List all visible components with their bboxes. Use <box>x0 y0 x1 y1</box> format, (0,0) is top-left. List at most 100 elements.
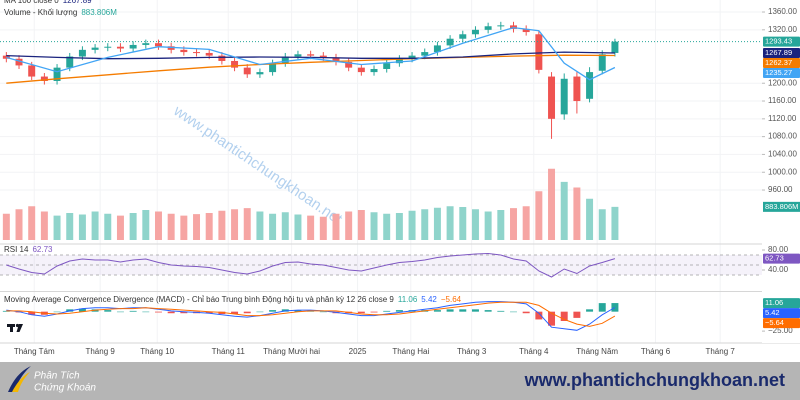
volume-bar <box>243 208 251 240</box>
volume-bar <box>28 206 36 240</box>
macd-histogram-bar <box>598 303 606 312</box>
candle-body <box>522 28 530 33</box>
macd-histogram-bar <box>383 310 391 312</box>
candle-body <box>281 56 289 64</box>
volume-bar <box>256 211 264 240</box>
x-tick-label: Tháng 10 <box>140 347 174 356</box>
volume-bar <box>205 213 213 240</box>
candle-body <box>15 58 23 66</box>
candle-body <box>560 78 568 115</box>
macd-histogram-bar <box>269 310 277 312</box>
candle-body <box>395 58 403 64</box>
candle-body <box>535 34 543 70</box>
indicator-header: MA 100 close 0 <box>4 0 59 5</box>
volume-bar <box>15 209 23 240</box>
macd-histogram-bar <box>484 310 492 312</box>
price-badge-label: 11.06 <box>765 298 783 307</box>
moving-average <box>6 26 616 81</box>
rsi-line <box>6 252 616 278</box>
price-badge <box>763 36 800 47</box>
indicator-header: Volume - Khối lượng <box>4 8 77 17</box>
x-tick-label: Tháng 6 <box>641 347 671 356</box>
macd-histogram-bar <box>370 311 378 313</box>
x-tick-label: Tháng 4 <box>519 347 549 356</box>
candle-body <box>91 47 99 50</box>
volume-bar <box>548 168 556 240</box>
volume-bar <box>78 214 86 240</box>
candle-body <box>193 52 201 54</box>
volume-bar <box>269 213 277 240</box>
volume-bar <box>218 210 226 240</box>
candle-body <box>256 72 264 75</box>
macd-histogram-bar <box>471 309 479 312</box>
indicator-value: −5.64 <box>441 295 462 304</box>
brand-line: Chứng Khoán <box>34 383 96 394</box>
macd-histogram-bar <box>53 311 61 313</box>
axis-layer: 1360.00 1320.00 1200.00 1160.00 1120.00 1080.… <box>4 0 800 356</box>
volume-bar <box>433 207 441 240</box>
candle-body <box>383 63 391 69</box>
volume-bar <box>142 210 150 240</box>
volume-bar <box>370 212 378 240</box>
volume-bar <box>421 209 429 240</box>
volume-bar <box>535 191 543 240</box>
price-badge-label: 5.42 <box>765 308 780 317</box>
macd-histogram-bar <box>205 311 213 314</box>
candle-body <box>319 55 327 58</box>
macd-histogram-bar <box>78 308 86 312</box>
volume-bar <box>193 214 201 240</box>
volume-bar <box>53 215 61 240</box>
price-badge-label: 1293.43 <box>765 37 792 46</box>
volume-bar <box>2 213 10 240</box>
candle-body <box>40 76 48 81</box>
candle-body <box>345 61 353 68</box>
macd-histogram-bar <box>459 309 467 312</box>
candle-body <box>53 67 61 81</box>
candle-body <box>167 46 175 50</box>
x-tick-label: Tháng Năm <box>576 347 618 356</box>
grid-layer <box>0 0 762 343</box>
macd-histogram-bar <box>104 310 112 312</box>
y-tick-label: 960.00 <box>768 185 793 194</box>
candle-body <box>269 63 277 73</box>
macd-histogram-bar <box>560 311 568 321</box>
indicator-value: 11.06 <box>398 295 418 304</box>
volume-bar <box>231 209 239 240</box>
candle-body <box>243 67 251 75</box>
macd-histogram-bar <box>446 309 454 312</box>
indicator-value: 1267.89 <box>63 0 92 5</box>
price-badge-label: 1267.89 <box>765 48 792 57</box>
candle-body <box>586 72 594 99</box>
macd-histogram-bar <box>522 311 530 314</box>
price-badge <box>763 68 800 79</box>
volume-bar <box>560 181 568 240</box>
candle-body <box>66 56 74 68</box>
y-tick-label: −25.00 <box>768 326 793 335</box>
y-tick-label: 1000.00 <box>768 167 797 176</box>
macd-histogram-bar <box>116 311 124 313</box>
macd-histogram-bar <box>319 311 327 313</box>
volume-bar <box>281 212 289 240</box>
volume-bar <box>91 211 99 240</box>
y-tick-label: 1200.00 <box>768 78 797 87</box>
candle-body <box>218 55 226 61</box>
volume-bar <box>522 206 530 240</box>
y-tick-label: 1360.00 <box>768 7 797 16</box>
indicator-value: 62.73 <box>32 245 53 254</box>
macd-histogram-bar <box>535 311 543 320</box>
candle-body <box>611 41 619 53</box>
macd-histogram-bar <box>497 310 505 312</box>
volume-bar <box>383 213 391 240</box>
macd-histogram-bar <box>129 310 137 312</box>
volume-bar <box>357 210 365 240</box>
indicator-header: Moving Average Convergence Divergence (M… <box>4 295 394 304</box>
macd-histogram-bar <box>154 311 162 313</box>
candle-body <box>433 45 441 53</box>
macd-histogram-bar <box>231 311 239 314</box>
volume-bar <box>332 213 340 240</box>
macd-histogram-bar <box>433 310 441 312</box>
macd-histogram-bar <box>611 303 619 312</box>
footer-url: www.phantichchungkhoan.net <box>524 370 785 390</box>
footer-band <box>0 362 800 400</box>
candle-body <box>408 55 416 59</box>
